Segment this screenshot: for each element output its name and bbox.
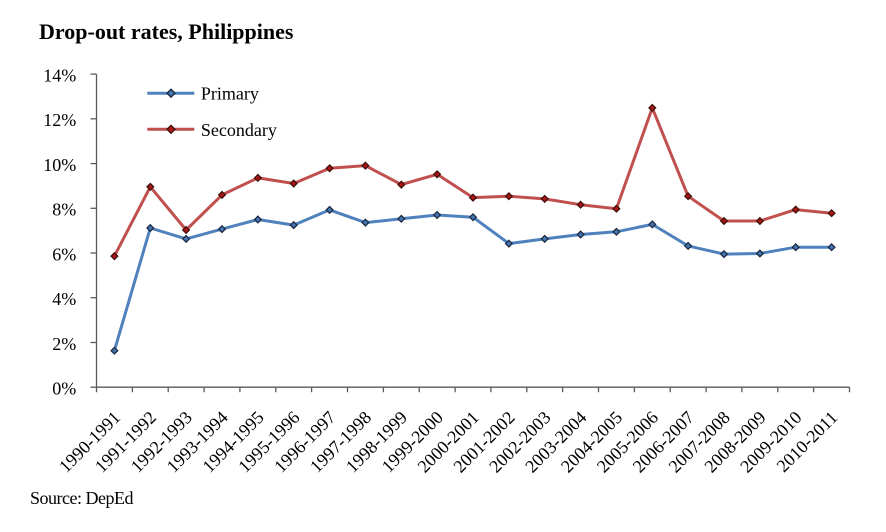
svg-text:2%: 2%	[52, 334, 76, 354]
svg-text:6%: 6%	[52, 244, 76, 264]
svg-text:Primary: Primary	[201, 84, 259, 104]
svg-text:12%: 12%	[43, 110, 76, 130]
svg-text:14%: 14%	[43, 66, 76, 86]
svg-text:10%: 10%	[43, 155, 76, 175]
svg-text:Secondary: Secondary	[201, 120, 277, 140]
svg-text:8%: 8%	[52, 200, 76, 220]
svg-text:4%: 4%	[52, 289, 76, 309]
svg-text:0%: 0%	[52, 379, 76, 399]
